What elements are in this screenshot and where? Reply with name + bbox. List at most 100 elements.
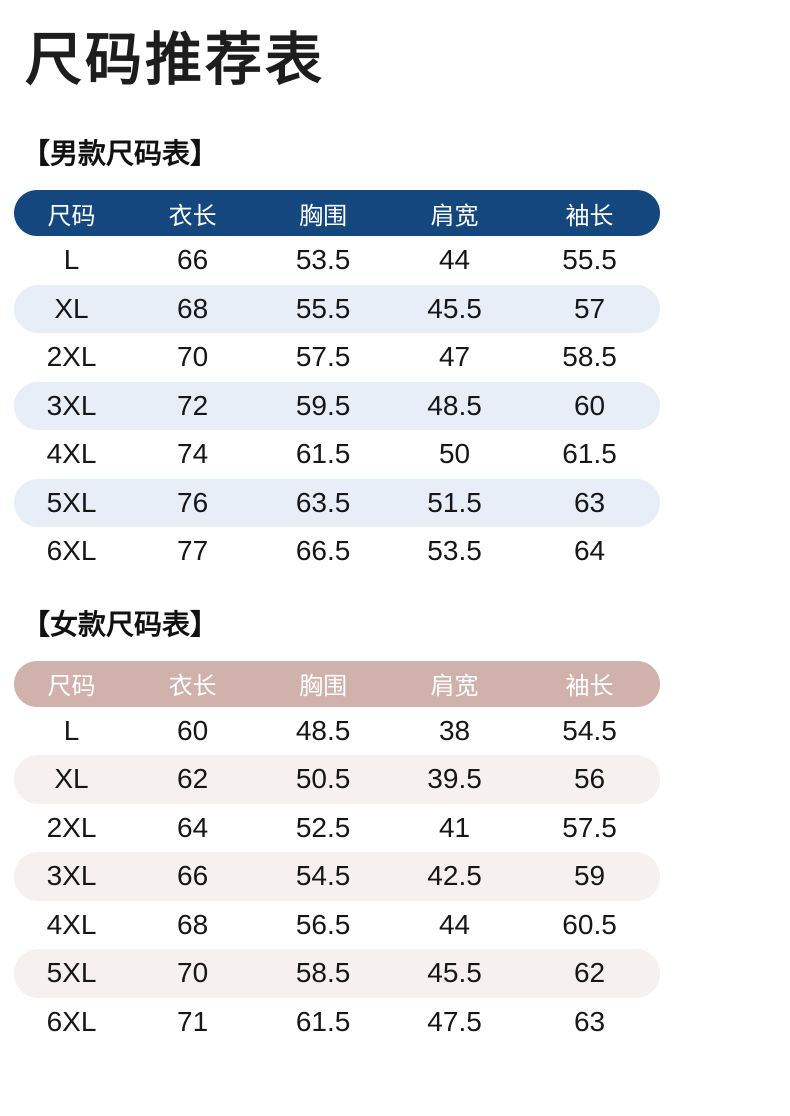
women-section-title: 【女款尺码表】 <box>22 608 219 640</box>
women-size-table: 尺码 衣长 胸围 肩宽 袖长 L 60 48.5 38 54.5 XL 62 50.5 39.5 56 2XL… <box>14 660 660 1047</box>
measurement-value-cell: 68 <box>177 908 209 940</box>
size-label-cell: 6XL <box>46 535 97 567</box>
men-table-row-L: L 66 53.5 44 55.5 <box>14 236 660 285</box>
measurement-value-cell: 66.5 <box>295 535 351 567</box>
measurement-value-cell: 52.5 <box>295 811 351 843</box>
size-label-cell: 5XL <box>46 486 97 518</box>
men-table-row-3XL: 3XL 72 59.5 48.5 60 <box>14 381 660 430</box>
size-label-cell: 4XL <box>46 908 97 940</box>
size-label-cell: 6XL <box>46 1005 97 1037</box>
measurement-value-cell: 44 <box>438 908 471 940</box>
women-column-header: 衣长 <box>168 673 217 700</box>
measurement-value-cell: 45.5 <box>427 957 482 989</box>
women-table-row-4XL: 4XL 68 56.5 44 60.5 <box>14 901 660 950</box>
men-column-header: 衣长 <box>168 202 217 230</box>
measurement-value-cell: 48.5 <box>295 714 351 746</box>
size-label-cell: 5XL <box>46 957 97 989</box>
women-column-header: 肩宽 <box>430 673 479 700</box>
measurement-value-cell: 60.5 <box>562 908 617 940</box>
measurement-value-cell: 47.5 <box>427 1005 482 1037</box>
measurement-value-cell: 57.5 <box>562 811 617 843</box>
size-label-cell: 2XL <box>46 811 97 843</box>
measurement-value-cell: 59.5 <box>295 389 351 421</box>
measurement-value-cell: 61.5 <box>562 438 617 470</box>
measurement-value-cell: 48.5 <box>427 389 482 421</box>
size-label-cell: XL <box>54 763 89 795</box>
size-label-cell: L <box>63 244 80 276</box>
measurement-value-cell: 59 <box>573 860 606 892</box>
measurement-value-cell: 47 <box>438 341 471 373</box>
measurement-value-cell: 63 <box>573 486 606 518</box>
measurement-value-cell: 68 <box>177 292 209 324</box>
measurement-value-cell: 63 <box>573 1005 606 1037</box>
men-column-header: 肩宽 <box>430 202 479 230</box>
measurement-value-cell: 70 <box>177 957 209 989</box>
measurement-value-cell: 62 <box>177 763 209 795</box>
measurement-value-cell: 57 <box>573 292 606 324</box>
size-label-cell: 3XL <box>46 389 97 421</box>
measurement-value-cell: 54.5 <box>562 714 617 746</box>
measurement-value-cell: 66 <box>177 860 209 892</box>
measurement-value-cell: 53.5 <box>427 535 482 567</box>
men-column-header: 尺码 <box>47 202 96 230</box>
measurement-value-cell: 55.5 <box>295 292 351 324</box>
men-table-row-2XL: 2XL 70 57.5 47 58.5 <box>14 333 660 382</box>
measurement-value-cell: 58.5 <box>295 957 351 989</box>
measurement-value-cell: 60 <box>177 714 209 746</box>
women-table-row-6XL: 6XL 71 61.5 47.5 63 <box>14 998 660 1047</box>
measurement-value-cell: 70 <box>177 341 209 373</box>
measurement-value-cell: 39.5 <box>427 763 482 795</box>
measurement-value-cell: 72 <box>177 389 209 421</box>
page-title: 尺码推荐表 <box>25 28 325 92</box>
measurement-value-cell: 74 <box>177 438 209 470</box>
size-chart-page: 尺码推荐表 【男款尺码表】 尺码 衣长 胸围 肩宽 袖长 L 66 53.5 44 55.5 XL 6… <box>0 28 790 1116</box>
measurement-value-cell: 63.5 <box>295 486 351 518</box>
women-table-row-L: L 60 48.5 38 54.5 <box>14 707 660 756</box>
measurement-value-cell: 54.5 <box>295 860 351 892</box>
measurement-value-cell: 51.5 <box>427 486 482 518</box>
men-table-row-6XL: 6XL 77 66.5 53.5 64 <box>14 527 660 576</box>
measurement-value-cell: 61.5 <box>295 438 351 470</box>
women-table-row-3XL: 3XL 66 54.5 42.5 59 <box>14 852 660 901</box>
measurement-value-cell: 58.5 <box>562 341 617 373</box>
measurement-value-cell: 38 <box>438 714 471 746</box>
measurement-value-cell: 55.5 <box>562 244 617 276</box>
women-column-header: 胸围 <box>299 673 348 700</box>
women-column-header: 尺码 <box>47 673 96 700</box>
measurement-value-cell: 57.5 <box>295 341 351 373</box>
women-table-header-row: 尺码 衣长 胸围 肩宽 袖长 <box>14 660 660 707</box>
size-label-cell: 2XL <box>46 341 97 373</box>
men-size-table: 尺码 衣长 胸围 肩宽 袖长 L 66 53.5 44 55.5 XL 68 55.5 45.5 57 2XL… <box>14 190 660 576</box>
measurement-value-cell: 50 <box>438 438 471 470</box>
measurement-value-cell: 42.5 <box>427 860 482 892</box>
measurement-value-cell: 62 <box>573 957 606 989</box>
measurement-value-cell: 53.5 <box>295 244 351 276</box>
measurement-value-cell: 60 <box>573 389 606 421</box>
men-column-header: 胸围 <box>299 202 348 230</box>
men-size-section: 【男款尺码表】 尺码 衣长 胸围 肩宽 袖长 L 66 53.5 44 55.5 XL 68 55.5 4… <box>0 138 790 576</box>
men-table-row-4XL: 4XL 74 61.5 50 61.5 <box>14 430 660 479</box>
measurement-value-cell: 64 <box>177 811 209 843</box>
measurement-value-cell: 76 <box>177 486 209 518</box>
size-label-cell: 3XL <box>46 860 97 892</box>
women-table-row-XL: XL 62 50.5 39.5 56 <box>14 755 660 804</box>
measurement-value-cell: 71 <box>177 1005 209 1037</box>
measurement-value-cell: 77 <box>177 535 209 567</box>
women-table-row-5XL: 5XL 70 58.5 45.5 62 <box>14 949 660 998</box>
size-label-cell: XL <box>54 292 89 324</box>
measurement-value-cell: 66 <box>177 244 209 276</box>
men-column-header: 袖长 <box>565 202 614 230</box>
men-table-header-row: 尺码 衣长 胸围 肩宽 袖长 <box>14 190 660 236</box>
measurement-value-cell: 44 <box>438 244 471 276</box>
women-column-header: 袖长 <box>565 673 614 700</box>
measurement-value-cell: 56 <box>573 763 606 795</box>
men-table-row-5XL: 5XL 76 63.5 51.5 63 <box>14 478 660 527</box>
measurement-value-cell: 45.5 <box>427 292 482 324</box>
women-size-section: 【女款尺码表】 尺码 衣长 胸围 肩宽 袖长 L 60 48.5 38 54.5 XL 62 50.5 3… <box>0 609 790 1047</box>
measurement-value-cell: 61.5 <box>295 1005 351 1037</box>
measurement-value-cell: 64 <box>573 535 606 567</box>
size-label-cell: L <box>63 714 80 746</box>
measurement-value-cell: 41 <box>438 811 471 843</box>
size-label-cell: 4XL <box>46 438 97 470</box>
measurement-value-cell: 50.5 <box>295 763 351 795</box>
